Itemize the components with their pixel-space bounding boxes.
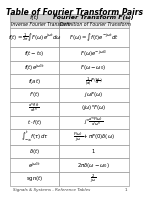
Text: $f'(t)$: $f'(t)$	[29, 90, 40, 100]
Text: f(t): f(t)	[30, 15, 39, 20]
Text: $\int_{-\infty}^{t} f(\tau)d\tau$: $\int_{-\infty}^{t} f(\tau)d\tau$	[21, 130, 48, 144]
Text: Fourier Transform F(ω): Fourier Transform F(ω)	[53, 15, 134, 20]
Text: $e^{j\omega_0 t}$: $e^{j\omega_0 t}$	[28, 161, 41, 170]
Bar	[10, 129, 59, 145]
Bar	[59, 22, 129, 28]
Text: $f(t) = \frac{1}{2\pi}\int F(\omega)e^{j\omega t}d\omega$: $f(t) = \frac{1}{2\pi}\int F(\omega)e^{j…	[8, 31, 61, 43]
Text: $1$: $1$	[91, 148, 96, 155]
Bar	[10, 158, 59, 172]
Bar	[10, 74, 59, 88]
Text: Signals & Systems - Reference Tables: Signals & Systems - Reference Tables	[13, 188, 90, 192]
Bar	[59, 61, 129, 74]
Bar	[59, 129, 129, 145]
Text: Inverse Fourier Transform: Inverse Fourier Transform	[11, 22, 71, 27]
Bar	[59, 158, 129, 172]
Text: Definition of Fourier Transform: Definition of Fourier Transform	[60, 22, 131, 27]
Bar	[10, 47, 59, 61]
Text: $F(\omega - \omega_0)$: $F(\omega - \omega_0)$	[80, 63, 107, 72]
Text: $f(t)e^{j\omega_0 t}$: $f(t)e^{j\omega_0 t}$	[24, 62, 45, 72]
Text: $j\omega F(\omega)$: $j\omega F(\omega)$	[84, 90, 103, 99]
Bar	[59, 145, 129, 158]
Bar	[10, 14, 59, 22]
Bar	[59, 172, 129, 186]
Bar	[10, 145, 59, 158]
Text: $t \cdot f(t)$: $t \cdot f(t)$	[27, 118, 42, 127]
Text: $\delta(t)$: $\delta(t)$	[29, 147, 40, 156]
Text: $f(t - t_0)$: $f(t - t_0)$	[24, 49, 45, 58]
Text: $F(\omega) = \int f(t)e^{-j\omega t}dt$: $F(\omega) = \int f(t)e^{-j\omega t}dt$	[69, 32, 118, 43]
Text: $(j\omega)^n F(\omega)$: $(j\omega)^n F(\omega)$	[81, 104, 106, 113]
Text: $\frac{d^n f(t)}{dt^n}$: $\frac{d^n f(t)}{dt^n}$	[28, 102, 40, 115]
Bar	[10, 88, 59, 102]
Bar	[59, 88, 129, 102]
Bar	[59, 102, 129, 116]
Bar	[10, 22, 59, 28]
Text: $j^n \frac{d^n F(\omega)}{d\omega^n}$: $j^n \frac{d^n F(\omega)}{d\omega^n}$	[84, 116, 103, 129]
Text: 1: 1	[125, 188, 127, 192]
Text: $F(\omega)e^{-j\omega t_0}$: $F(\omega)e^{-j\omega t_0}$	[80, 49, 107, 59]
Bar	[59, 116, 129, 129]
Bar	[10, 116, 59, 129]
Bar	[10, 61, 59, 74]
Text: $f(at)$: $f(at)$	[28, 77, 41, 86]
Text: $\frac{1}{|a|}F\left(\frac{\omega}{a}\right)$: $\frac{1}{|a|}F\left(\frac{\omega}{a}\ri…	[85, 75, 103, 87]
Bar	[59, 74, 129, 88]
Bar	[10, 172, 59, 186]
Bar	[59, 28, 129, 47]
Text: $2\pi\delta(\omega - \omega_0)$: $2\pi\delta(\omega - \omega_0)$	[77, 161, 110, 170]
Text: $\frac{2}{j\omega}$: $\frac{2}{j\omega}$	[90, 172, 97, 186]
Text: $\frac{F(\omega)}{j\omega} + \pi F(0)\delta(\omega)$: $\frac{F(\omega)}{j\omega} + \pi F(0)\de…	[73, 130, 115, 144]
Bar	[59, 47, 129, 61]
Bar	[10, 102, 59, 116]
Bar	[10, 28, 59, 47]
Bar	[59, 14, 129, 22]
Text: $\mathrm{sgn}(t)$: $\mathrm{sgn}(t)$	[26, 174, 43, 184]
Text: Table of Fourier Transform Pairs: Table of Fourier Transform Pairs	[6, 8, 143, 17]
